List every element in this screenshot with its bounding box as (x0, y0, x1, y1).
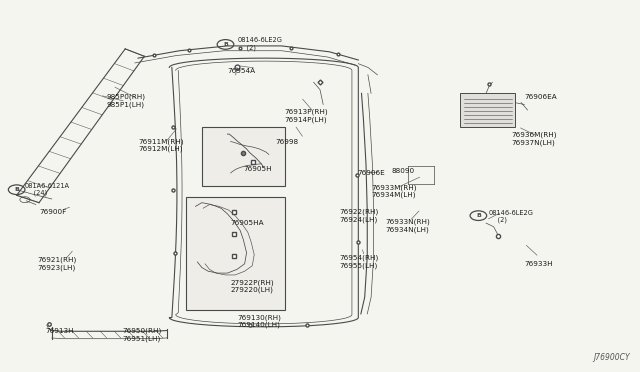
Text: 76913P(RH)
76914P(LH): 76913P(RH) 76914P(LH) (285, 109, 328, 123)
Text: 76906E: 76906E (357, 170, 385, 176)
Text: 985P0(RH)
985P1(LH): 985P0(RH) 985P1(LH) (106, 94, 145, 108)
Text: 88090: 88090 (392, 168, 415, 174)
Bar (461, 93, 515, 127)
Text: J76900CY: J76900CY (593, 353, 630, 362)
Text: 769130(RH)
769140(LH): 769130(RH) 769140(LH) (237, 314, 281, 328)
Text: 27922P(RH)
279220(LH): 27922P(RH) 279220(LH) (230, 279, 274, 293)
Bar (186, 197, 285, 310)
Text: 76921(RH)
76923(LH): 76921(RH) 76923(LH) (38, 257, 77, 271)
Text: 76905HA: 76905HA (230, 220, 264, 226)
Text: 76933N(RH)
76934N(LH): 76933N(RH) 76934N(LH) (385, 219, 430, 232)
Text: 081A6-6121A
    (24): 081A6-6121A (24) (25, 183, 70, 196)
Text: 76922(RH)
76924(LH): 76922(RH) 76924(LH) (339, 209, 378, 223)
Text: 76950(RH)
76951(LH): 76950(RH) 76951(LH) (122, 328, 161, 342)
Text: B: B (476, 213, 481, 218)
Text: 76933M(RH)
76934M(LH): 76933M(RH) 76934M(LH) (371, 184, 417, 198)
Text: 76900F: 76900F (39, 209, 67, 215)
Text: 76936M(RH)
76937N(LH): 76936M(RH) 76937N(LH) (511, 132, 557, 145)
Text: 08146-6LE2G
    (2): 08146-6LE2G (2) (488, 210, 534, 223)
Text: B: B (14, 187, 19, 192)
Text: 08146-6LE2G
    (2): 08146-6LE2G (2) (237, 37, 282, 51)
Text: 76954A: 76954A (227, 68, 255, 74)
Text: B: B (223, 42, 228, 47)
Text: 76913H: 76913H (45, 328, 74, 334)
Text: 76998: 76998 (275, 138, 298, 145)
Text: 76911M(RH)
76912M(LH): 76911M(RH) 76912M(LH) (138, 138, 184, 152)
Bar (202, 127, 285, 186)
Text: 76905H: 76905H (243, 166, 272, 172)
Text: 76954(RH)
76955(LH): 76954(RH) 76955(LH) (339, 255, 378, 269)
Text: 76906EA: 76906EA (524, 94, 557, 100)
Text: 76933H: 76933H (524, 261, 553, 267)
